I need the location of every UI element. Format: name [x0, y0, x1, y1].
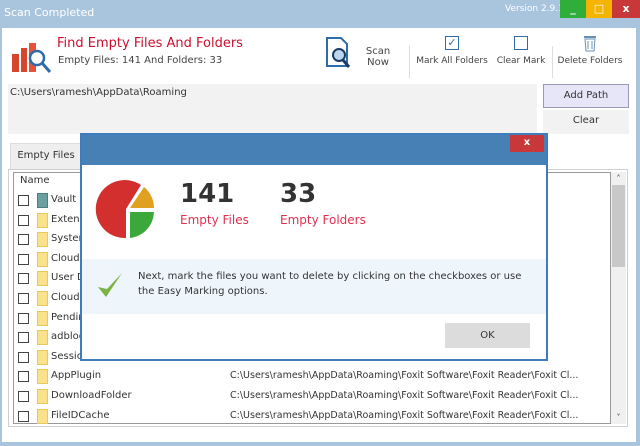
checkbox-checked-icon: ✓: [445, 36, 459, 50]
row-checkbox[interactable]: [18, 410, 29, 422]
folder-icon: [37, 193, 48, 208]
ok-button[interactable]: OK: [445, 323, 530, 348]
item-name: Vault: [51, 194, 77, 205]
list-item[interactable]: CloudI: [18, 251, 608, 269]
list-item[interactable]: CloudS: [18, 290, 608, 308]
item-name: CloudS: [51, 292, 86, 303]
scroll-up-icon[interactable]: ˄: [616, 174, 621, 183]
row-checkbox[interactable]: [18, 195, 29, 206]
scan-now-button[interactable]: Scan Now: [322, 36, 402, 78]
list-item[interactable]: User D: [18, 270, 608, 288]
empty-files-label: Empty Files: [180, 213, 249, 227]
folder-icon: [37, 349, 48, 365]
mark-all-folders-button[interactable]: ✓ Mark All Folders: [416, 36, 488, 66]
item-name: DownloadFolder: [51, 390, 132, 401]
list-item[interactable]: Sessio: [18, 349, 608, 367]
folder-icon: [37, 369, 48, 385]
scan-document-icon: [326, 37, 351, 68]
dialog-title-bar: x: [82, 135, 546, 165]
row-checkbox[interactable]: [18, 371, 29, 383]
toolbar-separator: [409, 46, 410, 78]
list-item[interactable]: AppPlugin C:\Users\ramesh\AppData\Roamin…: [18, 368, 608, 386]
toolbar-separator: [552, 46, 553, 78]
tab-empty-files[interactable]: Empty Files: [10, 143, 82, 170]
checkbox-empty-icon: [514, 36, 528, 50]
scan-summary: Empty Files: 141 And Folders: 33: [58, 55, 223, 66]
dialog-close-button[interactable]: x: [510, 135, 544, 152]
trash-icon: [584, 36, 596, 52]
clear-path-button[interactable]: Clear: [543, 110, 629, 134]
folder-icon: [37, 232, 48, 248]
delete-folders-button[interactable]: Delete Folders: [556, 34, 624, 66]
item-name: CloudI: [51, 252, 83, 264]
app-title: Find Empty Files And Folders: [57, 36, 243, 51]
version-label: Version 2.9.1: [505, 4, 564, 14]
folder-icon: [37, 330, 48, 346]
row-checkbox[interactable]: [18, 214, 29, 226]
empty-files-count: 141: [180, 179, 235, 209]
item-name: Sessio: [51, 350, 83, 362]
list-item[interactable]: Vault: [18, 192, 608, 210]
folder-icon: [37, 251, 48, 267]
item-name: AppPlugin: [51, 370, 102, 382]
item-name: System: [51, 233, 89, 245]
item-name: FileIDCache: [51, 409, 110, 421]
folder-icon: [37, 408, 48, 424]
pie-chart-icon: [95, 180, 155, 239]
item-path: C:\Users\ramesh\AppData\Roaming\Foxit So…: [230, 390, 579, 401]
list-item[interactable]: FileIDCache C:\Users\ramesh\AppData\Roam…: [18, 408, 608, 426]
item-name: Pendin: [51, 311, 85, 323]
scroll-down-icon[interactable]: ˅: [616, 413, 621, 422]
item-name: Extensi: [51, 213, 88, 225]
row-checkbox[interactable]: [18, 273, 29, 285]
row-checkbox[interactable]: [18, 312, 29, 324]
folder-icon: [37, 271, 48, 287]
clear-mark-button[interactable]: Clear Mark: [494, 34, 548, 66]
info-band: Next, mark the files you want to delete …: [82, 259, 546, 314]
scan-result-dialog: x 141 Empty Files 33 Empty Folders Next,…: [80, 133, 548, 361]
list-item[interactable]: Pendin: [18, 310, 608, 328]
close-button[interactable]: x: [612, 0, 640, 18]
scrollbar-thumb[interactable]: [612, 185, 625, 267]
item-path: C:\Users\ramesh\AppData\Roaming\Foxit So…: [230, 370, 579, 382]
row-checkbox[interactable]: [18, 391, 29, 402]
item-path: C:\Users\ramesh\AppData\Roaming\Foxit So…: [230, 409, 579, 421]
window-title: Scan Completed: [4, 6, 95, 19]
row-checkbox[interactable]: [18, 293, 29, 304]
minimize-button[interactable]: _: [560, 0, 586, 18]
row-checkbox[interactable]: [18, 332, 29, 344]
info-message: Next, mark the files you want to delete …: [138, 271, 522, 297]
add-path-button[interactable]: Add Path: [543, 84, 629, 108]
column-header-name[interactable]: Name: [20, 175, 50, 186]
app-logo-icon: [12, 43, 52, 73]
list-item[interactable]: Extensi: [18, 212, 608, 230]
item-name: adbloc: [51, 331, 85, 343]
maximize-button[interactable]: □: [586, 0, 612, 18]
list-item[interactable]: DownloadFolder C:\Users\ramesh\AppData\R…: [18, 388, 608, 406]
empty-folders-label: Empty Folders: [280, 213, 366, 227]
row-checkbox[interactable]: [18, 351, 29, 363]
folder-icon: [37, 291, 48, 306]
title-bar: Scan Completed Version 2.9.1 _ □ x: [0, 0, 640, 28]
folder-icon: [37, 212, 48, 228]
item-name: User D: [51, 272, 85, 284]
path-input[interactable]: C:\Users\ramesh\AppData\Roaming: [8, 84, 537, 134]
empty-folders-count: 33: [280, 179, 317, 209]
list-item[interactable]: System: [18, 231, 608, 249]
list-item[interactable]: adbloc: [18, 329, 608, 347]
folder-icon: [37, 310, 48, 326]
checkmark-icon: [98, 273, 122, 297]
row-checkbox[interactable]: [18, 253, 29, 265]
folder-icon: [37, 389, 48, 404]
row-checkbox[interactable]: [18, 234, 29, 246]
